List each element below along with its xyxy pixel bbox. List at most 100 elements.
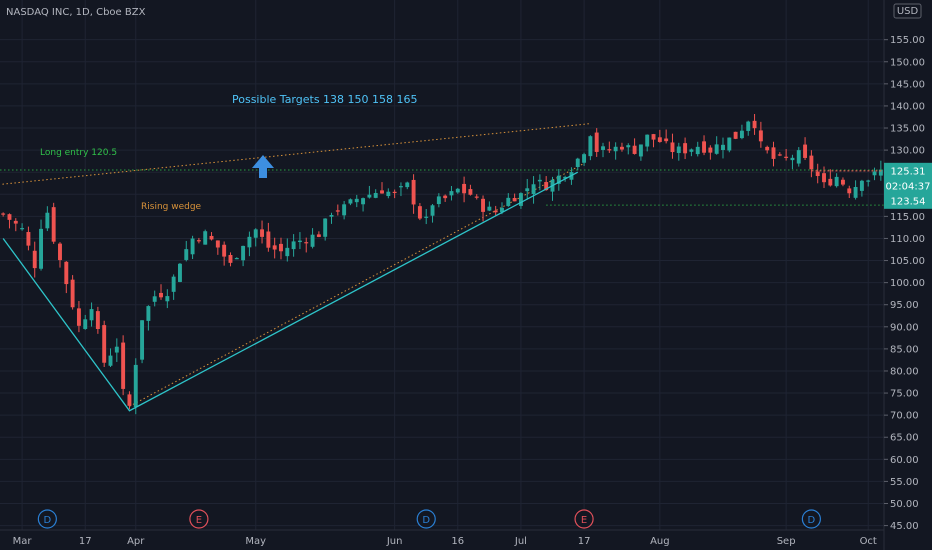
candle <box>190 235 195 260</box>
y-axis[interactable]: 45.00 50.00 55.00 60.00 65.00 70.00 75.00 80.00… <box>883 0 932 550</box>
candle <box>266 222 271 252</box>
candle-body <box>316 234 321 237</box>
candle-body <box>822 173 826 183</box>
candle <box>512 193 517 202</box>
candle-body <box>310 234 315 247</box>
candle <box>196 237 201 244</box>
candle <box>468 184 473 196</box>
candle-body <box>790 157 795 161</box>
x-tick-label: Aug <box>650 536 670 547</box>
candle <box>619 142 624 152</box>
candle <box>58 242 62 268</box>
candle-body <box>171 276 176 292</box>
candle <box>102 320 107 368</box>
candle <box>638 144 643 161</box>
candle-body <box>291 241 296 250</box>
candle-body <box>64 261 69 285</box>
earnings-badge[interactable]: E <box>189 509 209 529</box>
candle <box>859 179 864 197</box>
candle-body <box>727 137 732 151</box>
x-tick-label: Mar <box>13 536 33 547</box>
candle <box>177 262 182 283</box>
candle-body <box>39 228 44 269</box>
current-price-tag[interactable]: 125.31 <box>884 162 932 179</box>
candle-body <box>739 130 744 139</box>
candle-body <box>361 198 366 205</box>
earnings-badge-label: E <box>196 515 202 526</box>
candle-body <box>159 292 163 298</box>
candle-body <box>619 146 624 150</box>
candle-body <box>455 188 460 193</box>
candle <box>39 219 44 271</box>
dividend-badge[interactable]: D <box>37 509 57 529</box>
candle-body <box>815 171 820 177</box>
candle-body <box>664 138 669 142</box>
y-tick-label: 60.00 <box>890 455 919 466</box>
x-tick-label: Apr <box>127 536 145 547</box>
y-tick-label: 85.00 <box>890 344 919 355</box>
support-tag[interactable]: 123.54 <box>884 192 932 209</box>
countdown-tag-text: 02:04:37 <box>886 181 931 192</box>
candle-body <box>285 247 290 257</box>
earnings-badge-label: E <box>581 515 587 526</box>
candle <box>872 167 877 181</box>
candle <box>550 176 555 201</box>
candle-body <box>525 188 530 192</box>
candle-body <box>297 240 302 243</box>
candle-body <box>796 150 801 164</box>
targets-label: Possible Targets 138 150 158 165 <box>232 93 418 106</box>
candle <box>241 245 246 267</box>
dividend-badge[interactable]: D <box>416 509 436 529</box>
candle <box>354 194 359 208</box>
candle-body <box>266 231 271 248</box>
y-tick-label: 70.00 <box>890 411 919 422</box>
candle-body <box>146 306 151 321</box>
y-tick-label: 140.00 <box>890 101 925 112</box>
candle <box>380 182 384 194</box>
candle-body <box>695 146 700 155</box>
candle <box>152 290 157 307</box>
candle <box>752 113 757 135</box>
candle <box>796 147 801 167</box>
candle <box>335 204 340 216</box>
dividend-badge-label: D <box>808 515 816 526</box>
candle-body <box>657 137 662 142</box>
candle-body <box>613 146 618 152</box>
candle <box>443 194 448 202</box>
earnings-badge-circle <box>574 509 594 529</box>
candle <box>506 193 511 207</box>
candle <box>607 141 612 153</box>
candle <box>209 232 214 241</box>
candle <box>664 129 669 144</box>
y-tick-label: 90.00 <box>890 322 919 333</box>
candle <box>733 131 738 140</box>
candle <box>689 148 694 157</box>
y-tick-label: 50.00 <box>890 499 919 510</box>
candle <box>165 289 170 309</box>
candle-body <box>102 325 107 363</box>
candle <box>746 120 751 136</box>
dividend-badge[interactable]: D <box>801 509 821 529</box>
candle-body <box>689 149 694 152</box>
candle-body <box>575 158 580 167</box>
x-axis[interactable]: Mar 17 Apr May Jun 16 Jul 17 Aug Sep Oct <box>0 529 884 547</box>
candle-body <box>803 144 808 158</box>
countdown-tag[interactable]: 02:04:37 <box>884 177 932 194</box>
candle-body <box>588 136 593 157</box>
candle-body <box>241 245 246 261</box>
candle-body <box>866 180 871 182</box>
earnings-badge-circle <box>189 509 209 529</box>
y-tick-label: 155.00 <box>890 35 925 46</box>
earnings-badge[interactable]: E <box>574 509 594 529</box>
candle <box>329 212 334 224</box>
currency-badge[interactable]: USD <box>893 3 922 19</box>
candle <box>316 231 321 238</box>
candle-body <box>651 134 656 140</box>
candle <box>291 234 296 257</box>
candle-body <box>878 169 883 176</box>
candle-body <box>32 250 37 269</box>
candle <box>304 237 309 253</box>
candle-body <box>323 218 328 237</box>
